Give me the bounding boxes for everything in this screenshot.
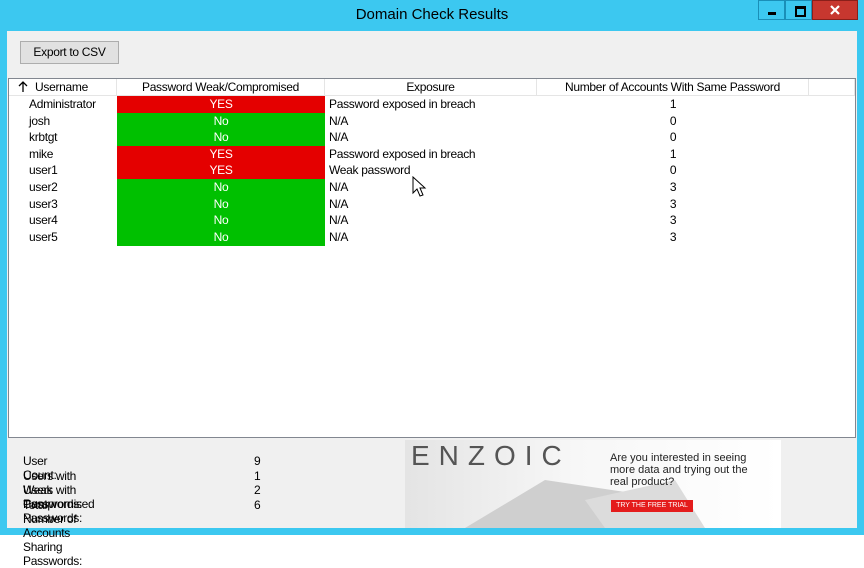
exposure-cell: Password exposed in breach [329, 97, 476, 111]
count-cell: 0 [669, 113, 677, 128]
username-cell: krbtgt [29, 130, 58, 145]
exposure-cell: Weak password [329, 163, 411, 178]
count-cell: 0 [669, 163, 677, 178]
export-button[interactable]: Export to CSV [20, 41, 119, 64]
column-header[interactable]: Username [9, 79, 117, 96]
username-cell: user3 [29, 196, 58, 211]
summary-label: Users with Weak Passwords: [23, 468, 83, 511]
status-cell: No [117, 129, 325, 147]
status-cell: No [117, 212, 325, 230]
count-cell: 3 [669, 196, 677, 211]
summary-value: 2 [254, 483, 261, 498]
exposure-cell: N/A [329, 229, 349, 244]
sort-arrow [17, 79, 29, 96]
ad-text: Are you interested in seeing more data a… [610, 452, 748, 488]
status-cell: YES [117, 96, 325, 113]
close-button[interactable] [812, 0, 858, 20]
username-cell: user4 [29, 213, 58, 228]
status-cell: No [117, 195, 325, 213]
column-header [809, 79, 855, 96]
exposure-cell: N/A [329, 180, 349, 194]
exposure-cell: N/A [329, 196, 349, 211]
username-cell: josh [29, 113, 50, 128]
count-cell: 3 [669, 213, 677, 228]
count-cell: 0 [669, 130, 677, 145]
status-cell: YES [117, 145, 325, 163]
column-header[interactable]: Number of Accounts With Same Password [537, 79, 809, 96]
summary-value: 6 [254, 497, 261, 512]
exposure-cell: N/A [329, 130, 349, 145]
summary-label: User Count: [23, 454, 57, 482]
username-cell: user5 [29, 229, 58, 244]
status-cell: No [117, 179, 325, 196]
exposure-cell: Password exposed in breach [329, 146, 476, 161]
username-cell: user2 [29, 180, 58, 194]
exposure-cell: N/A [329, 213, 349, 228]
summary-value: 1 [254, 468, 261, 483]
minimize-button[interactable] [758, 0, 785, 20]
mouse-cursor [412, 176, 427, 197]
count-cell: 1 [669, 97, 677, 111]
count-cell: 3 [669, 229, 677, 244]
summary-value: 9 [254, 454, 261, 468]
window-title: Domain Check Results [355, 6, 509, 23]
exposure-cell: N/A [329, 113, 349, 128]
status-cell: No [117, 112, 325, 130]
username-cell: Administrator [29, 97, 96, 111]
summary-label: Users with Compromised Passwords: [23, 483, 95, 526]
summary-label: Total Number of Accounts Sharing Passwor… [23, 497, 83, 568]
count-cell: 3 [669, 180, 677, 194]
maximize-button[interactable] [785, 0, 812, 20]
ad-banner[interactable]: ENZOIC Are you interested in seeing more… [405, 440, 781, 528]
data-grid: Username Password Weak/Compromised Exposur… [8, 78, 856, 438]
status-cell: YES [117, 162, 325, 180]
column-header[interactable]: Exposure [325, 79, 537, 96]
count-cell: 1 [669, 146, 677, 161]
username-cell: mike [29, 146, 54, 161]
status-cell: No [117, 228, 325, 246]
ad-button[interactable]: TRY THE FREE TRIAL [611, 500, 693, 512]
ad-brand: ENZOIC [411, 440, 571, 471]
username-cell: user1 [29, 163, 58, 178]
column-header[interactable]: Password Weak/Compromised [117, 79, 325, 96]
